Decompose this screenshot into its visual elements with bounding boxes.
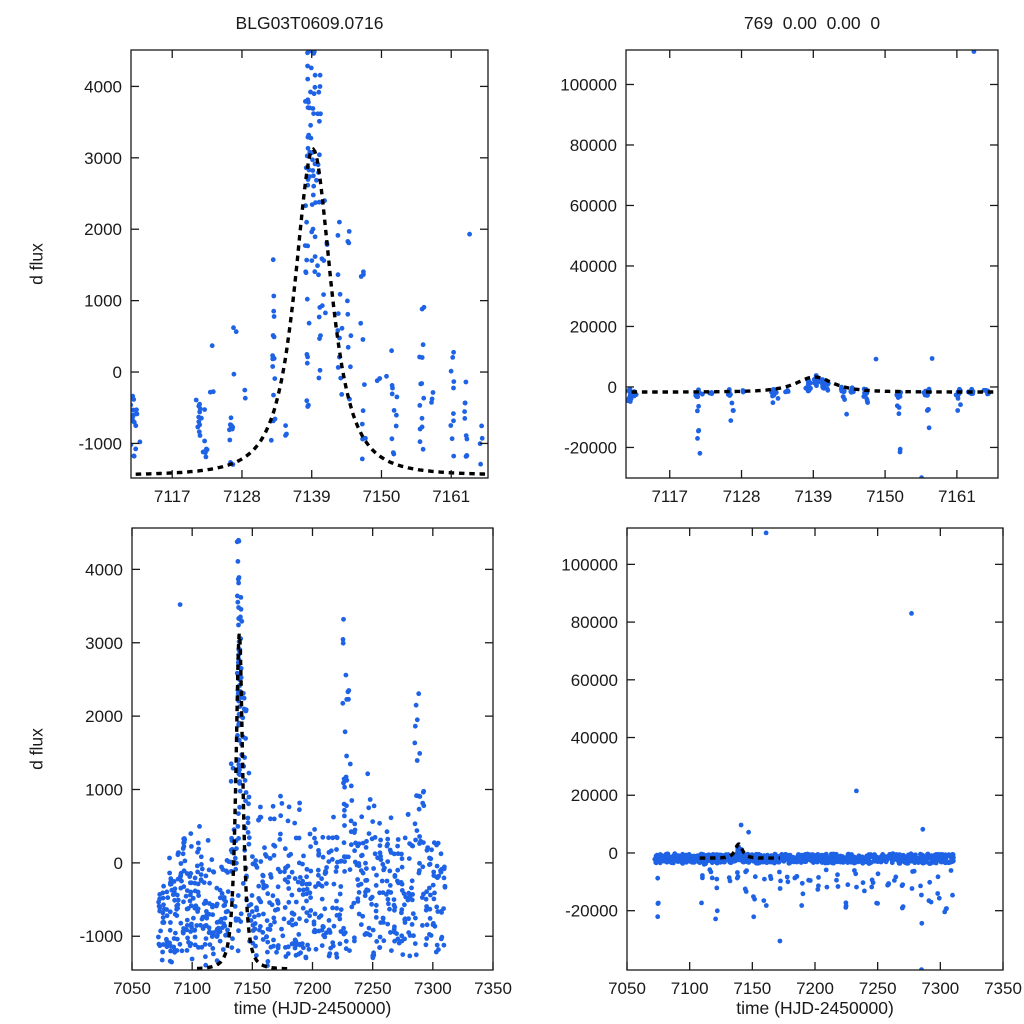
chart-title-top-right: 769 0.00 0.00 0: [743, 13, 881, 33]
scatter-panel-0: 7117 7128 7139 7150 7161 -1000 0 1000 2000 3000 40…: [79, 49, 489, 506]
svg-text:7300: 7300: [414, 979, 452, 998]
svg-text:20000: 20000: [570, 317, 617, 336]
tick-labels: 7117 7128 7139 7150 7161 -1000 0 1000 2000 3000 40…: [79, 77, 471, 506]
svg-text:7100: 7100: [671, 979, 709, 998]
svg-text:7250: 7250: [859, 979, 897, 998]
svg-text:7139: 7139: [293, 487, 331, 506]
svg-text:7128: 7128: [223, 487, 261, 506]
svg-text:100000: 100000: [561, 555, 618, 574]
plot-frame: [130, 49, 489, 479]
svg-text:7139: 7139: [794, 487, 832, 506]
svg-text:60000: 60000: [570, 196, 617, 215]
x-axis-label-bottom-right: time (HJD-2450000): [736, 998, 894, 1018]
x-axis-label-bottom-left: time (HJD-2450000): [233, 998, 392, 1018]
svg-text:-1000: -1000: [79, 434, 122, 453]
tick-labels: 7050 7100 7150 7200 7250 7300 7350 -1000 0 1000 20…: [80, 560, 512, 998]
svg-text:0: 0: [608, 378, 617, 397]
axis-ticks: [626, 50, 998, 478]
data-points: [652, 530, 956, 970]
svg-text:20000: 20000: [571, 786, 618, 805]
svg-text:7128: 7128: [723, 487, 761, 506]
svg-text:7350: 7350: [984, 979, 1022, 998]
axis-ticks: [626, 528, 1004, 970]
tick-labels: 7117 7128 7139 7150 7161 -20000 0 20000 40000 600…: [560, 75, 976, 506]
svg-text:100000: 100000: [560, 75, 617, 94]
data-points: [156, 537, 448, 968]
svg-text:40000: 40000: [571, 729, 618, 748]
svg-text:60000: 60000: [571, 671, 618, 690]
svg-text:0: 0: [113, 363, 122, 382]
svg-text:3000: 3000: [84, 149, 122, 168]
svg-text:1000: 1000: [85, 781, 123, 800]
svg-text:80000: 80000: [571, 613, 618, 632]
svg-text:4000: 4000: [85, 560, 123, 579]
svg-text:3000: 3000: [85, 634, 123, 653]
tick-labels: 7050 7100 7150 7200 7250 7300 7350 -20000 0 20000…: [561, 555, 1022, 998]
svg-text:40000: 40000: [570, 257, 617, 276]
plot-frame: [131, 527, 494, 971]
svg-text:7200: 7200: [294, 979, 332, 998]
svg-text:7150: 7150: [866, 487, 904, 506]
svg-text:4000: 4000: [84, 77, 122, 96]
model-curve: [699, 842, 780, 860]
svg-text:7300: 7300: [921, 979, 959, 998]
svg-text:-20000: -20000: [564, 438, 617, 457]
axis-ticks: [131, 528, 494, 970]
svg-text:7250: 7250: [354, 979, 392, 998]
svg-text:80000: 80000: [570, 136, 617, 155]
svg-text:0: 0: [609, 844, 618, 863]
plot-frame: [626, 527, 1004, 971]
svg-text:7100: 7100: [173, 979, 211, 998]
chart-title-top-left: BLG03T0609.0716: [235, 13, 384, 33]
scatter-panel-1: 7117 7128 7139 7150 7161 -20000 0 20000 40000 600…: [560, 49, 999, 506]
model-curve: [197, 633, 290, 970]
data-points: [131, 50, 485, 467]
plot-frame: [625, 49, 999, 479]
data-points: [626, 50, 991, 478]
svg-text:-20000: -20000: [565, 902, 618, 921]
svg-text:0: 0: [114, 854, 123, 873]
model-curve: [131, 147, 488, 476]
svg-text:2000: 2000: [84, 220, 122, 239]
scatter-panel-2: 7050 7100 7150 7200 7250 7300 7350 -1000 0 1000 20…: [80, 527, 512, 998]
svg-text:7117: 7117: [154, 487, 191, 506]
svg-text:1000: 1000: [84, 292, 122, 311]
svg-text:7161: 7161: [938, 487, 976, 506]
svg-text:7200: 7200: [796, 979, 834, 998]
svg-text:7150: 7150: [733, 979, 771, 998]
svg-text:7150: 7150: [233, 979, 271, 998]
svg-text:7117: 7117: [651, 487, 688, 506]
svg-text:7150: 7150: [363, 487, 401, 506]
svg-text:7161: 7161: [432, 487, 470, 506]
svg-text:7350: 7350: [474, 979, 512, 998]
svg-text:7050: 7050: [608, 979, 646, 998]
svg-text:-1000: -1000: [80, 927, 123, 946]
svg-text:7050: 7050: [113, 979, 151, 998]
scatter-panel-3: 7050 7100 7150 7200 7250 7300 7350 -20000 0 20000…: [561, 527, 1022, 998]
axis-ticks: [131, 50, 488, 478]
model-curve: [626, 375, 998, 394]
svg-text:2000: 2000: [85, 707, 123, 726]
